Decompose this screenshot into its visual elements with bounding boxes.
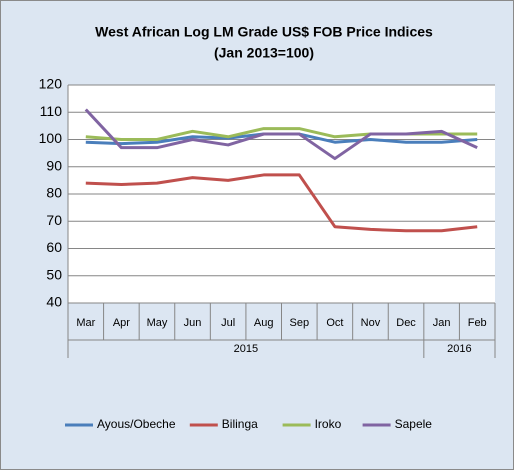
x-tick-label: Jan: [433, 317, 451, 329]
x-tick-label: Apr: [113, 317, 130, 329]
x-group-label: 2016: [447, 343, 471, 355]
y-tick-label: 70: [46, 212, 62, 228]
legend-label: Sapele: [395, 417, 433, 431]
x-tick-label: May: [147, 317, 168, 329]
x-tick-label: Mar: [76, 317, 95, 329]
y-tick-label: 100: [39, 130, 63, 146]
x-tick-label: Feb: [468, 317, 487, 329]
x-group-label: 2015: [234, 343, 258, 355]
chart-subtitle: (Jan 2013=100): [214, 45, 314, 61]
y-tick-label: 40: [46, 294, 62, 310]
x-tick-label: Aug: [254, 317, 274, 329]
series-line: [85, 173, 478, 233]
chart-title: West African Log LM Grade US$ FOB Price …: [95, 24, 433, 40]
x-tick-label: Nov: [361, 317, 381, 329]
x-tick-label: Jun: [184, 317, 202, 329]
y-tick-label: 80: [46, 185, 62, 201]
y-tick-label: 120: [39, 76, 63, 92]
legend-label: Bilinga: [222, 417, 258, 431]
x-tick-label: Sep: [290, 317, 310, 329]
x-tick-label: Dec: [396, 317, 416, 329]
y-tick-label: 90: [46, 157, 62, 173]
series-line: [84, 108, 478, 161]
y-tick-label: 60: [46, 239, 62, 255]
legend-label: Ayous/Obeche: [97, 417, 176, 431]
y-tick-label: 110: [40, 103, 63, 119]
x-tick-label: Jul: [221, 317, 235, 329]
y-tick-label: 50: [46, 266, 62, 282]
legend-label: Iroko: [315, 417, 342, 431]
x-tick-label: Oct: [326, 317, 343, 329]
